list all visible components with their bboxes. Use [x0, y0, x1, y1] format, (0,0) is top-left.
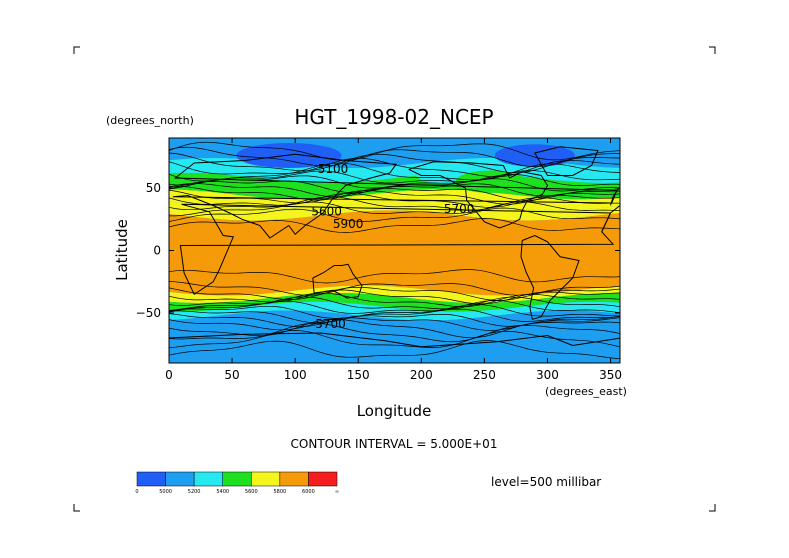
contour-interval-note: CONTOUR INTERVAL = 5.000E+01: [291, 437, 498, 451]
contour-line: [169, 269, 620, 284]
chart-title: HGT_1998-02_NCEP: [294, 105, 493, 129]
x-tick-label: 50: [224, 368, 239, 382]
colorbar-swatch: [193, 471, 223, 487]
crop-mark-bottom-right: [709, 504, 716, 512]
crop-marks: [73, 46, 716, 512]
coastline: [172, 153, 618, 239]
x-tick-label: 250: [473, 368, 496, 382]
contour-line: [169, 289, 620, 305]
level-note: level=500 millibar: [491, 475, 601, 489]
contour-line: [169, 286, 620, 301]
contour-line: [169, 162, 620, 182]
colorbar: 0 5000 5200 5400 5600 5800 6000 ∞: [135, 471, 339, 495]
contour-line: [169, 300, 620, 314]
height-low-cell: [494, 144, 575, 167]
height-band: [169, 285, 620, 303]
contour-line: [169, 292, 620, 307]
contour-line: [169, 330, 620, 349]
y-axis-title: Latitude: [113, 219, 131, 281]
y-tick-label: 50: [146, 181, 161, 195]
contour-label: 5100: [318, 162, 349, 176]
contour-label: 5700: [444, 202, 475, 216]
contour-label: 5700: [315, 317, 346, 331]
colorbar-tick-label: ∞: [335, 489, 339, 495]
y-tick-label: −50: [136, 306, 161, 320]
coastline: [610, 186, 620, 206]
colorbar-tick-label: 5400: [216, 489, 229, 495]
contour-line: [169, 196, 620, 211]
contour-line: [169, 146, 620, 168]
y-units-label: (degrees_north): [106, 114, 194, 127]
plot-area: 5900 5700 5700 5100 5600: [169, 138, 620, 363]
contour-label: 5900: [333, 217, 364, 231]
contour-line: [169, 201, 620, 217]
colorbar-swatch: [136, 471, 166, 487]
colorbar-tick-label: 5200: [188, 489, 201, 495]
colorbar-swatch: [165, 471, 195, 487]
height-band: [169, 200, 620, 221]
coastline: [408, 161, 549, 229]
x-tick-label: 350: [599, 368, 622, 382]
height-band: [169, 301, 620, 321]
colorbar-swatch: [308, 471, 338, 487]
contour-line: [169, 152, 620, 174]
contour-label: 5600: [311, 205, 342, 219]
contour-line: [169, 296, 620, 311]
crop-mark-bottom-left: [73, 504, 80, 512]
colorbar-swatch: [222, 471, 252, 487]
height-band: [169, 310, 620, 363]
contour-line: [169, 281, 620, 296]
coastline: [534, 146, 599, 176]
contour-line: [169, 340, 620, 360]
crop-mark-top-right: [709, 46, 716, 54]
x-tick-label: 150: [347, 368, 370, 382]
x-tick-label: 100: [284, 368, 307, 382]
coastline: [520, 234, 580, 320]
colorbar-tick-label: 6000: [302, 489, 315, 495]
x-tick-label: 300: [536, 368, 559, 382]
contour-line: [169, 304, 620, 319]
colorbar-tick-label: 0: [135, 489, 138, 495]
contour-line: [169, 308, 620, 324]
contour-line: [169, 178, 620, 194]
contour-line: [169, 141, 620, 161]
contour-line: [169, 322, 620, 343]
coastline: [169, 332, 620, 348]
coastlines: [169, 146, 620, 348]
contour-line: [169, 218, 620, 233]
colorbar-tick-label: 5600: [245, 489, 258, 495]
contour-line: [169, 317, 620, 331]
colorbar-swatch: [279, 471, 309, 487]
contour-line: [169, 170, 620, 186]
coastline: [312, 263, 363, 299]
colorbar-swatch: [251, 471, 281, 487]
colorbar-tick-label: 5000: [159, 489, 172, 495]
x-tick-label: 200: [410, 368, 433, 382]
coastline: [179, 203, 615, 296]
x-units-label: (degrees_east): [545, 385, 627, 398]
colorbar-tick-label: 5800: [273, 489, 286, 495]
axis-ticks: 0 50 100 150 200 250 300 350 50 0 −50: [136, 138, 622, 382]
contour-line: [169, 207, 620, 222]
coastline: [601, 205, 620, 233]
x-axis-title: Longitude: [357, 402, 432, 420]
x-tick-label: 0: [165, 368, 173, 382]
contour-labels: 5900 5700 5700 5100 5600: [311, 162, 474, 331]
y-tick-label: 0: [153, 244, 161, 258]
crop-mark-top-left: [73, 46, 80, 54]
